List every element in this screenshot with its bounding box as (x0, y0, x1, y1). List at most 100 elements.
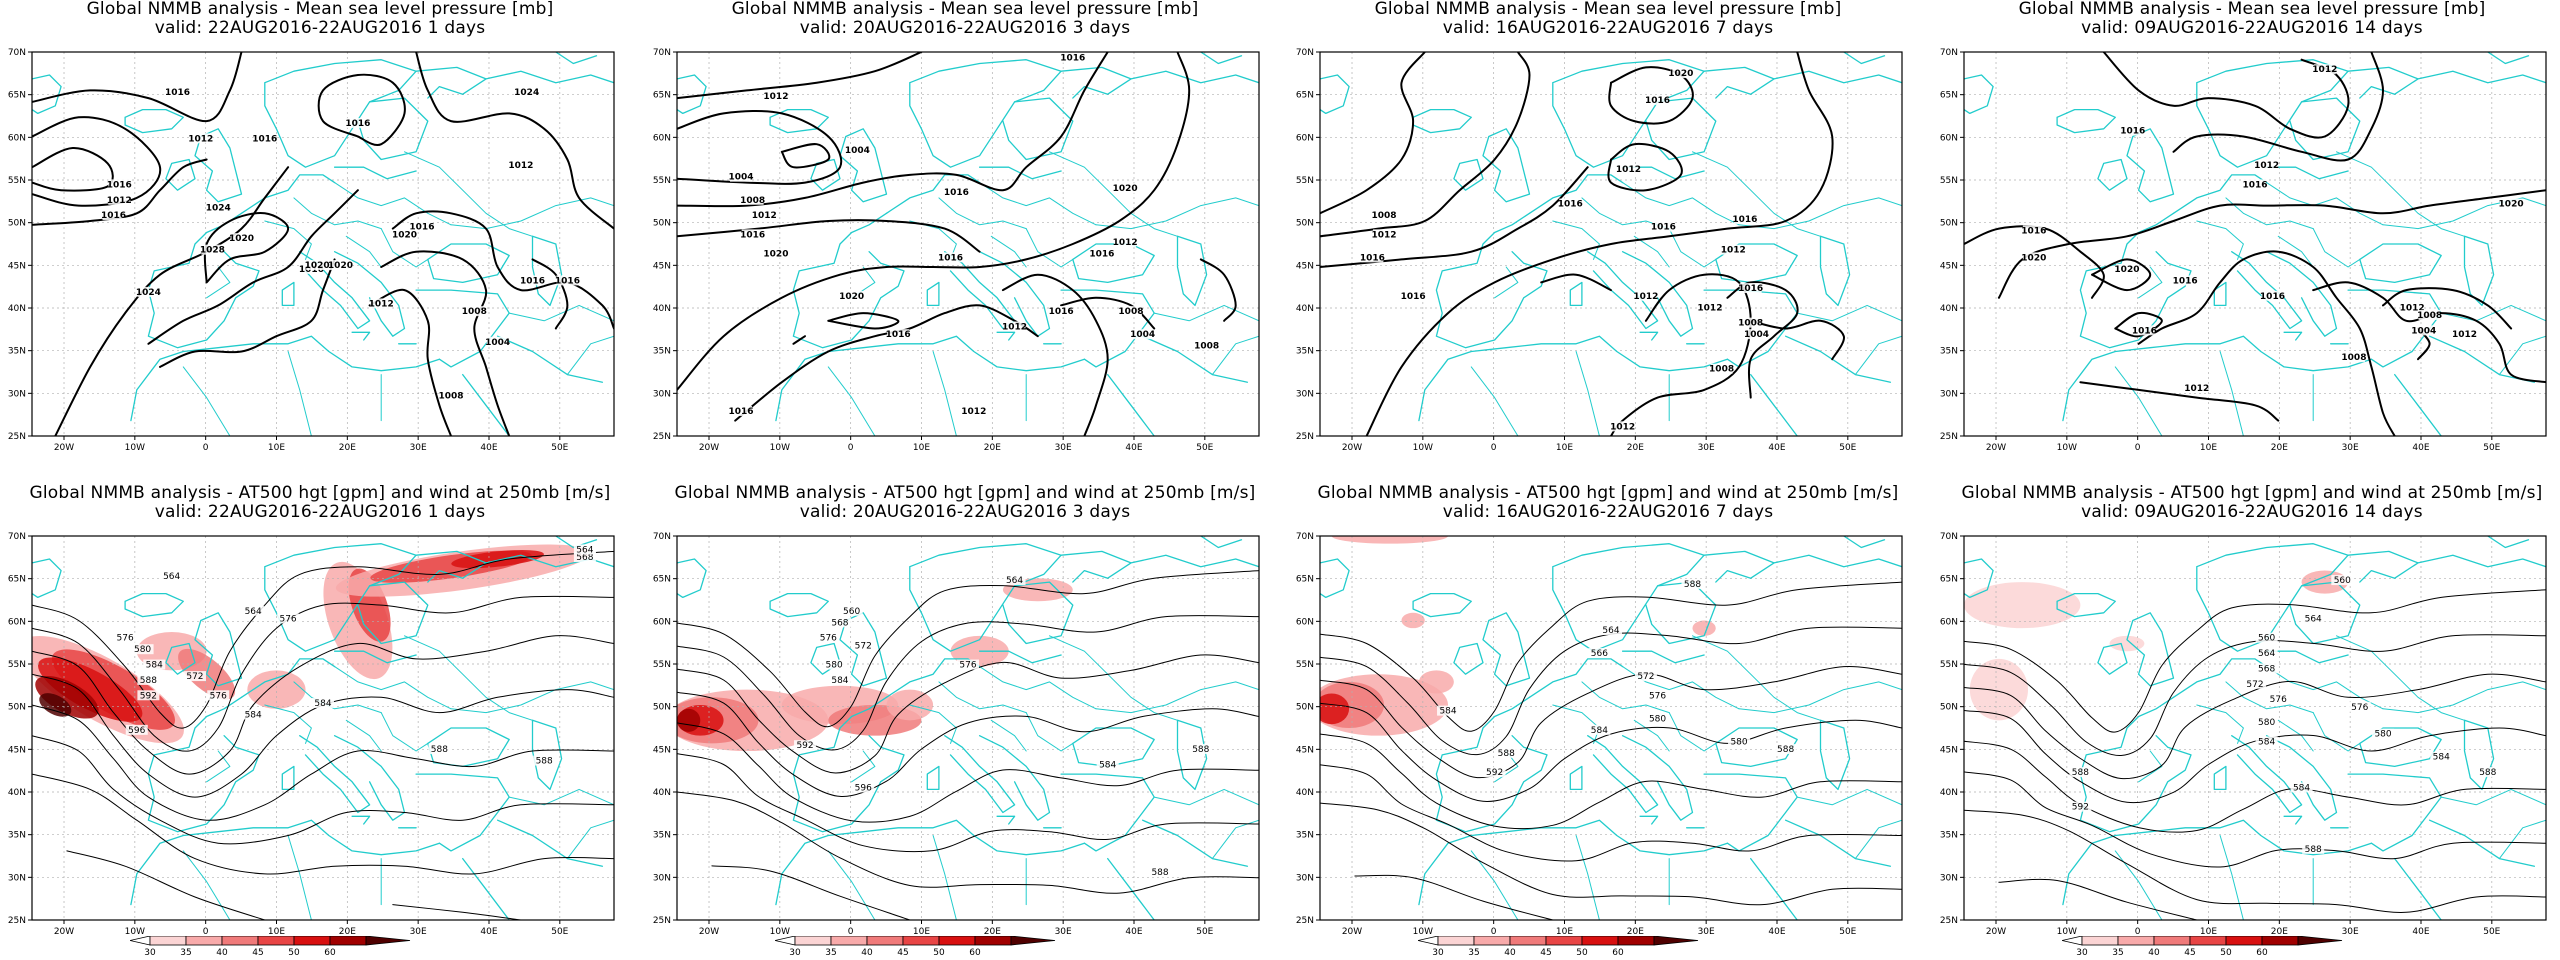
contour-label: 1020 (839, 292, 864, 302)
isobar (1060, 296, 1156, 330)
coastline (1060, 550, 1132, 583)
country-border (2382, 681, 2546, 714)
contour-label: 1016 (2173, 276, 2198, 286)
contour-label-background (2302, 843, 2325, 854)
country-border (851, 750, 876, 783)
map-plot: 1020 1016 1012 1008 1012 1016 1016 1016 1016 1012… (1296, 48, 1903, 453)
isobar (1997, 189, 2546, 299)
contour-label-background (2418, 309, 2441, 320)
coastline (996, 331, 1016, 341)
coastline (775, 335, 1086, 422)
contour-label-background (1617, 164, 1640, 175)
country-border (566, 335, 614, 376)
coastline (2172, 658, 2268, 698)
isobar (2312, 281, 2546, 384)
contour-label-background (183, 671, 206, 682)
contour-label-background (137, 286, 160, 297)
coastline (677, 558, 707, 599)
map-plot: 560 564 560 564 568 572 576 576 580 584 580 584 588 5… (1940, 532, 2547, 937)
isobars (1964, 52, 2546, 436)
panel-valid-period: valid: 20AUG2016-22AUG2016 3 days (799, 18, 1131, 38)
coastline (1412, 592, 1472, 618)
contour-label-background (1090, 248, 1113, 259)
contour-label-background (753, 210, 776, 221)
lat-tick-label: 25N (653, 916, 671, 926)
contour-label-background (1003, 575, 1026, 586)
coastline (1107, 373, 1155, 436)
contour-label-background (2290, 782, 2313, 793)
contour-label: 584 (1439, 707, 1456, 717)
coastline (1819, 719, 1851, 791)
height-contour (677, 654, 1259, 774)
wind-speed-legend: 30 35 40 45 50 60 (775, 936, 1056, 958)
lon-tick-label: 0 (848, 443, 854, 453)
map-basemap (32, 536, 614, 920)
lat-tick-label: 50N (8, 219, 26, 229)
country-border (2196, 704, 2244, 744)
contour-label-background (1739, 317, 1762, 328)
lon-tick-label: 20E (339, 443, 356, 453)
coastline (2487, 536, 2530, 549)
legend-label: 40 (1504, 948, 1516, 958)
lat-tick-label: 25N (1940, 432, 1958, 442)
contour-label: 580 (2258, 718, 2275, 728)
isobar (780, 143, 831, 169)
contour-label-background (160, 571, 183, 582)
country-border (206, 266, 231, 299)
contour-label: 596 (855, 783, 872, 793)
coastline (839, 612, 888, 687)
lat-tick-label: 35N (1940, 347, 1958, 357)
coastline (32, 558, 62, 599)
coastlines (677, 536, 1259, 920)
coastline (2463, 719, 2495, 791)
coastline (2062, 335, 2373, 422)
isobar (317, 73, 406, 147)
isobar (2091, 258, 2152, 292)
contour-label-background (957, 659, 979, 670)
legend-upper-arrow (1010, 936, 1056, 946)
lat-tick-label: 40N (1940, 304, 1958, 314)
contour-label: 564 (2258, 649, 2275, 659)
lon-tick-label: 50E (1839, 443, 1856, 453)
isobars (32, 52, 614, 436)
coastline (1130, 554, 1259, 568)
lat-tick-label: 50N (1296, 219, 1314, 229)
country-border (264, 220, 312, 260)
country-border (1668, 228, 1717, 268)
coastline (1418, 819, 1729, 906)
coastline (2213, 765, 2227, 791)
coastline (2463, 235, 2495, 307)
coastline (531, 235, 563, 307)
lon-tick-label: 0 (1491, 927, 1497, 937)
legend-swatch (2117, 936, 2155, 946)
lon-tick-label: 10W (2057, 443, 2077, 453)
coastline (2265, 650, 2349, 664)
lon-tick-label: 0 (1491, 443, 1497, 453)
contour-label-background (556, 275, 579, 286)
country-border (508, 304, 614, 322)
contour-label-background (2022, 252, 2045, 263)
map-frame (1319, 535, 1903, 921)
coastline (775, 819, 1086, 906)
coastline (415, 289, 510, 368)
contour-label: 1012 (1616, 165, 1641, 175)
contour-label: 1012 (763, 92, 788, 102)
country-border (1095, 681, 1259, 714)
isobar (2079, 381, 2280, 422)
contour-label: 564 (2305, 614, 2322, 624)
geopotential-contours (677, 570, 1259, 920)
contour-label-background (515, 87, 538, 98)
isobar (1365, 52, 1834, 436)
coastline (415, 550, 487, 583)
contour-label: 1016 (1060, 54, 1085, 64)
lat-tick-label: 40N (1296, 788, 1314, 798)
coastline (462, 373, 510, 436)
coastline (1320, 558, 1350, 599)
contour-label-background (2022, 225, 2045, 236)
contour-label-background (939, 252, 962, 263)
legend-swatch (221, 936, 259, 946)
lon-tick-label: 30E (1055, 443, 1072, 453)
coastline (1453, 158, 1484, 191)
contour-label: 1016 (107, 180, 132, 190)
lat-tick-label: 65N (653, 91, 671, 101)
